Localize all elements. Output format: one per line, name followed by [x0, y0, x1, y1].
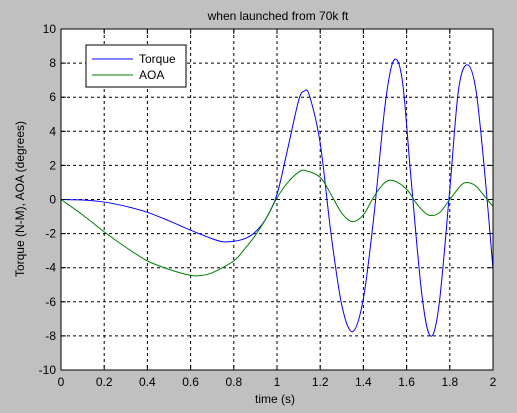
axis-ticks: 0 0.2 0.4 0.6 0.8 1 1.2 1.4 1.6 1.8 2 -10 -8 -6 -4 -2 0 2… [39, 22, 497, 389]
x-tick-label: 0.2 [96, 375, 113, 389]
x-tick-label: 1.8 [441, 375, 458, 389]
x-tick-label: 1.2 [312, 375, 329, 389]
x-tick-label: 0.8 [225, 375, 242, 389]
y-tick-label: 2 [49, 158, 56, 172]
grid [61, 29, 493, 370]
x-tick-label: 1.4 [355, 375, 372, 389]
x-tick-label: 1 [274, 375, 281, 389]
y-tick-label: 6 [49, 90, 56, 104]
y-tick-label: -8 [45, 329, 56, 343]
y-tick-label: 0 [49, 193, 56, 207]
legend-label-aoa: AOA [139, 68, 164, 82]
x-tick-label: 2 [490, 375, 497, 389]
y-tick-label: -6 [45, 295, 56, 309]
legend: Torque AOA [85, 44, 187, 88]
chart-title: when launched from 70k ft [207, 9, 349, 23]
x-axis-label: time (s) [255, 392, 295, 406]
x-tick-label: 0.4 [139, 375, 156, 389]
y-axis-label: Torque (N-M), AOA (degrees) [13, 121, 27, 277]
x-tick-label: 1.6 [398, 375, 415, 389]
y-tick-label: 10 [43, 22, 57, 36]
y-tick-label: -2 [45, 227, 56, 241]
y-tick-label: -10 [39, 363, 57, 377]
legend-box [85, 44, 187, 88]
y-tick-label: 4 [49, 124, 56, 138]
legend-label-torque: Torque [139, 52, 176, 66]
series-layer [60, 58, 494, 337]
y-tick-label: -4 [45, 261, 56, 275]
x-tick-label: 0 [58, 375, 65, 389]
series-line-torque [60, 58, 494, 337]
y-tick-label: 8 [49, 56, 56, 70]
x-tick-label: 0.6 [182, 375, 199, 389]
series-line-aoa [60, 169, 494, 277]
